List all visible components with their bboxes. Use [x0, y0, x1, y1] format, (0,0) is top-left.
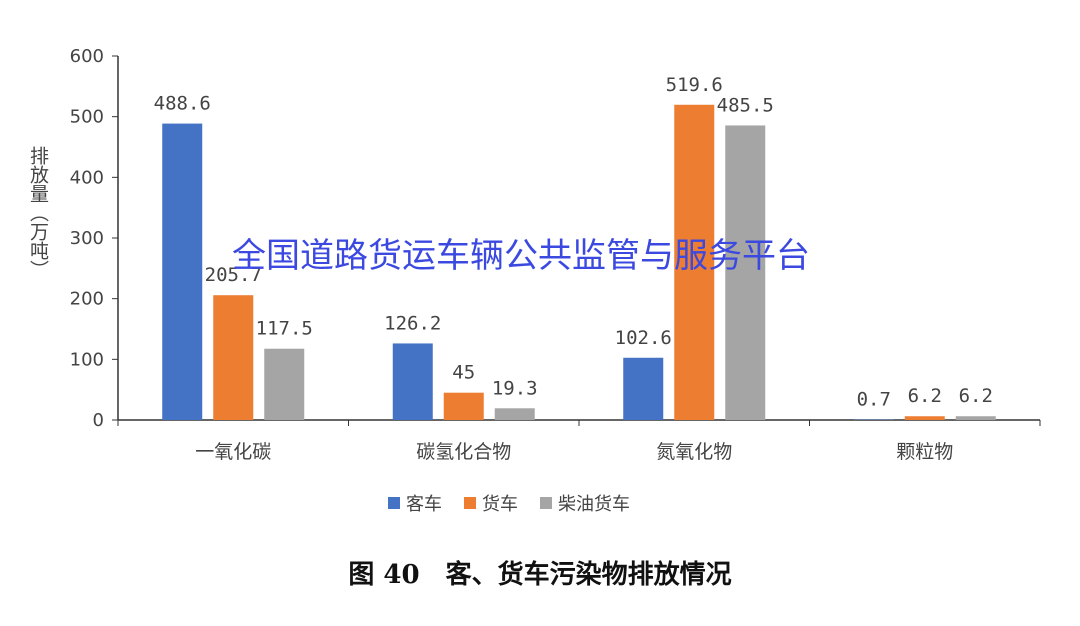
bar [443, 392, 484, 420]
y-tick-label: 200 [70, 289, 104, 310]
bar [392, 343, 433, 420]
bar [494, 408, 535, 420]
data-label: 0.7 [857, 389, 891, 411]
data-label: 519.6 [666, 74, 723, 96]
x-tick-label: 颗粒物 [896, 441, 953, 463]
data-label: 485.5 [717, 94, 774, 116]
x-tick-label: 碳氢化合物 [416, 441, 511, 463]
legend-label: 客车 [406, 494, 442, 515]
watermark: 全国道路货运车辆公共监管与服务平台 [232, 236, 810, 276]
y-tick-label: 400 [70, 167, 104, 188]
data-label: 205.7 [205, 264, 262, 286]
bar [623, 357, 664, 420]
y-axis-label: 排放量（万吨） [27, 146, 49, 279]
bar [213, 295, 254, 420]
bar [955, 416, 996, 420]
legend-swatch [540, 497, 552, 509]
y-tick-label: 0 [93, 410, 104, 431]
data-label: 6.2 [908, 385, 942, 407]
data-label: 126.2 [384, 312, 441, 334]
data-label: 19.3 [492, 377, 538, 399]
y-tick-label: 100 [70, 349, 104, 370]
legend-label: 货车 [482, 494, 518, 515]
data-label: 102.6 [615, 327, 672, 349]
x-tick-label: 氮氧化物 [656, 441, 732, 463]
bar [162, 123, 203, 420]
data-label: 45 [452, 362, 475, 384]
data-label: 488.6 [154, 93, 211, 115]
legend-swatch [464, 497, 476, 509]
y-tick-label: 600 [70, 46, 104, 67]
figure-caption: 图 40 客、货车污染物排放情况 [348, 559, 731, 590]
data-label: 117.5 [256, 318, 313, 340]
legend-label: 柴油货车 [558, 494, 630, 515]
x-tick-label: 一氧化碳 [195, 441, 271, 463]
bar [904, 416, 945, 420]
data-label: 6.2 [959, 385, 993, 407]
bar [674, 104, 715, 420]
y-tick-label: 500 [70, 107, 104, 128]
legend-swatch [388, 497, 400, 509]
y-tick-label: 300 [70, 228, 104, 249]
bar [264, 348, 305, 420]
bar [725, 125, 766, 421]
